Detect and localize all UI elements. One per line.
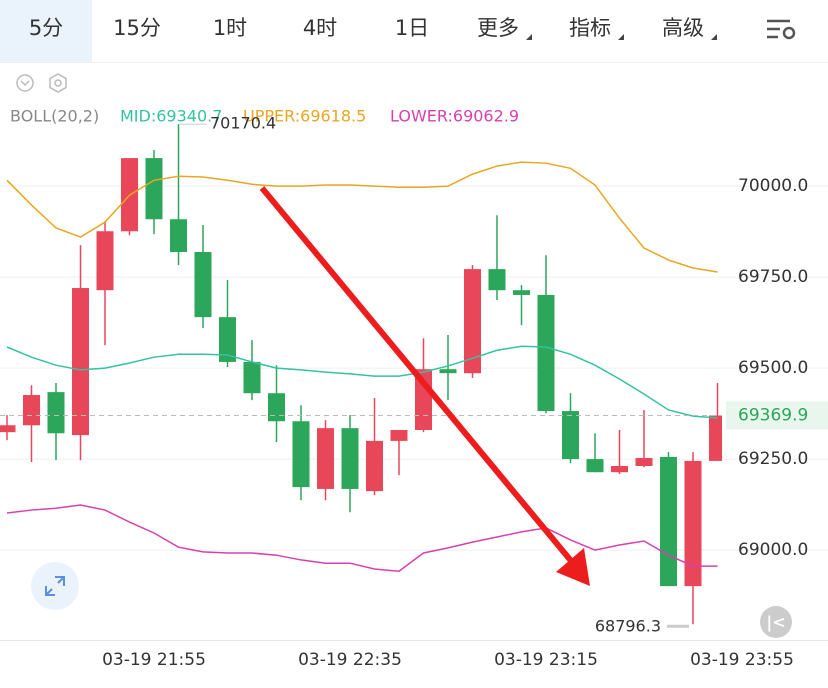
legend-entry: LOWER:69062.9 <box>390 107 519 126</box>
tab[interactable]: 5分 <box>29 16 63 40</box>
last-price-box <box>726 401 828 430</box>
candle-body <box>47 392 65 434</box>
tab[interactable]: 15分 <box>113 16 161 40</box>
trend-arrow <box>259 186 590 586</box>
candle-body <box>464 269 481 374</box>
tab[interactable]: 指标 <box>569 16 611 40</box>
candle-body <box>194 251 212 318</box>
high-label: 70170.4 <box>210 114 276 133</box>
x-tick-label: 03-19 21:55 <box>102 650 206 670</box>
candle-body <box>439 369 457 374</box>
y-tick-label: 69000.0 <box>738 540 808 560</box>
candle-body <box>243 361 261 394</box>
legend-entry: UPPER:69618.5 <box>243 107 366 126</box>
candle-body <box>341 428 359 489</box>
y-tick-label: 69500.0 <box>738 358 808 378</box>
candle-body <box>562 411 579 460</box>
y-tick-label: 69250.0 <box>738 449 808 469</box>
active-tab-bg <box>0 0 92 62</box>
expand-button[interactable] <box>31 562 79 610</box>
last-price-label: 69369.9 <box>738 405 808 425</box>
boll-line <box>6 504 718 572</box>
candle-body <box>170 219 187 252</box>
settings-icon[interactable] <box>767 19 796 40</box>
candle-body <box>390 429 408 441</box>
tab[interactable]: 4时 <box>303 16 337 40</box>
candle-body <box>23 395 40 426</box>
x-tick-label: 03-19 22:35 <box>298 650 402 670</box>
indicator-icons[interactable] <box>16 73 67 93</box>
candle-body <box>268 393 285 422</box>
dropdown-mark <box>618 34 624 40</box>
candle-body <box>292 421 310 488</box>
candle-body <box>488 269 506 291</box>
expand-icon <box>45 576 65 596</box>
candle-body <box>684 460 702 587</box>
tab[interactable]: 1日 <box>395 16 429 40</box>
candle-body <box>586 459 604 473</box>
candle-body <box>709 415 722 461</box>
tab[interactable]: 1时 <box>213 16 247 40</box>
candle-body <box>635 458 653 467</box>
low-label: 68796.3 <box>595 617 661 636</box>
boll-line <box>6 161 718 273</box>
candle-body <box>366 440 383 492</box>
x-tick-label: 03-19 23:15 <box>494 650 598 670</box>
tab[interactable]: 更多 <box>477 16 519 40</box>
boll-line <box>6 345 718 419</box>
candle-body <box>219 317 236 362</box>
candle-body <box>660 456 677 587</box>
candle-body <box>72 288 89 436</box>
latest-icon: |< <box>766 613 785 633</box>
legend-entry: MID:69340.7 <box>120 107 222 126</box>
candle-body <box>0 425 16 433</box>
tab[interactable]: 高级 <box>662 16 704 40</box>
candle-body <box>611 466 628 473</box>
latest-button[interactable] <box>760 606 792 638</box>
candle-body <box>145 158 163 220</box>
y-tick-label: 70000.0 <box>738 176 808 196</box>
x-tick-label: 03-19 23:55 <box>690 650 794 670</box>
dropdown-mark <box>526 34 532 40</box>
tab-bar: 5分 15分 1时 4时 1日 更多 指标 高级 <box>29 16 717 40</box>
candle-body <box>317 428 334 489</box>
dropdown-mark <box>711 34 717 40</box>
candle-body <box>537 294 555 412</box>
indicator-name: BOLL(20,2) <box>10 107 99 126</box>
candle-body <box>513 290 530 295</box>
y-tick-label: 69750.0 <box>738 267 808 287</box>
candle-body <box>96 231 114 291</box>
